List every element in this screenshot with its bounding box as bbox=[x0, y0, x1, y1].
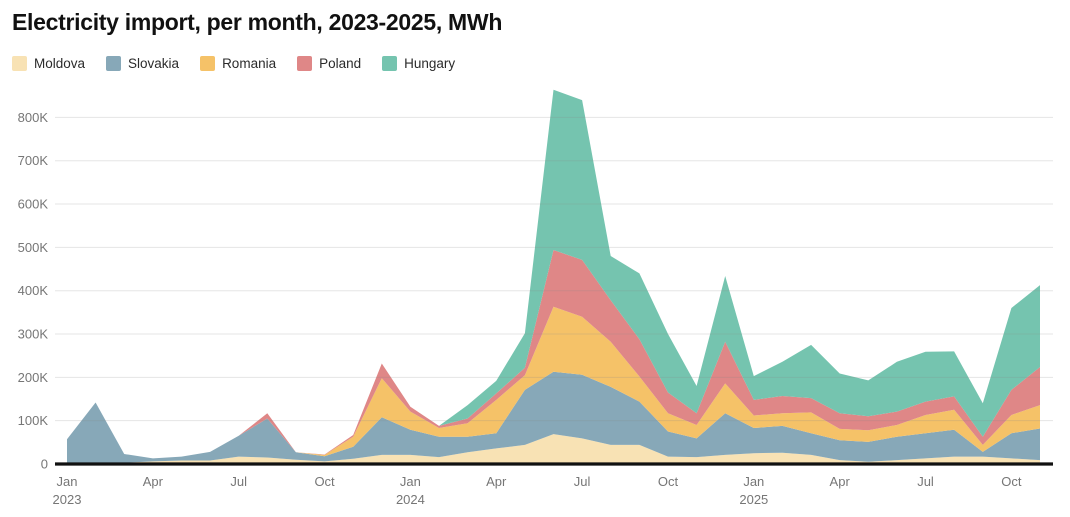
area-hungary[interactable] bbox=[67, 89, 1040, 459]
x-tick-label-jan-2025: Jan bbox=[743, 474, 764, 489]
area-slovakia[interactable] bbox=[67, 371, 1040, 464]
legend-swatch-poland bbox=[297, 56, 313, 71]
legend-item-slovakia: Slovakia bbox=[106, 56, 179, 71]
x-tick-label-oct: Oct bbox=[314, 474, 335, 489]
legend-swatch-slovakia bbox=[106, 56, 122, 71]
legend-label: Romania bbox=[222, 56, 277, 71]
y-tick-label-100K: 100K bbox=[18, 413, 49, 428]
y-tick-label-700K: 700K bbox=[18, 153, 49, 168]
y-tick-label-300K: 300K bbox=[18, 327, 49, 342]
chart-title: Electricity import, per month, 2023-2025… bbox=[12, 9, 503, 35]
area-poland[interactable] bbox=[67, 250, 1040, 459]
y-tick-label-800K: 800K bbox=[18, 110, 49, 125]
y-tick-label-500K: 500K bbox=[18, 240, 49, 255]
legend-label: Slovakia bbox=[128, 56, 180, 71]
y-tick-label-200K: 200K bbox=[18, 370, 49, 385]
x-tick-label-jul: Jul bbox=[574, 474, 591, 489]
area-romania[interactable] bbox=[67, 306, 1040, 459]
legend-item-hungary: Hungary bbox=[382, 56, 455, 71]
legend-swatch-hungary bbox=[382, 56, 398, 71]
x-tick-label-jul: Jul bbox=[917, 474, 934, 489]
legend-item-poland: Poland bbox=[297, 56, 361, 71]
legend-label: Hungary bbox=[404, 56, 456, 71]
x-tick-label-apr: Apr bbox=[830, 474, 851, 489]
x-axis-labels: Jan 2023 Apr Jul Oct Jan 2024 Apr Jul Oct Jan 2025 A… bbox=[53, 474, 1022, 507]
y-gridlines bbox=[55, 116, 1053, 466]
y-axis-labels: 0 100K 200K 300K 400K 500K 600K 700K 800K bbox=[18, 110, 49, 472]
y-tick-label-600K: 600K bbox=[18, 197, 49, 212]
legend-swatch-romania bbox=[200, 56, 216, 71]
x-tick-label-apr: Apr bbox=[486, 474, 507, 489]
legend-label: Moldova bbox=[34, 56, 86, 71]
x-tick-label-jan-2024: Jan bbox=[400, 474, 421, 489]
legend-label: Poland bbox=[319, 56, 362, 71]
x-tick-label-apr: Apr bbox=[143, 474, 164, 489]
y-tick-label-400K: 400K bbox=[18, 283, 49, 298]
chart-legend: Moldova Slovakia Romania Poland Hungary bbox=[12, 56, 455, 71]
legend-item-moldova: Moldova bbox=[12, 56, 85, 71]
x-year-label-2024: 2024 bbox=[396, 492, 425, 507]
area-moldova[interactable] bbox=[67, 434, 1040, 464]
x-year-label-2025: 2025 bbox=[739, 492, 768, 507]
x-tick-label-oct: Oct bbox=[658, 474, 679, 489]
chart-areas bbox=[67, 89, 1040, 464]
legend-swatch-moldova bbox=[12, 56, 27, 71]
x-tick-label-oct: Oct bbox=[1001, 474, 1022, 489]
legend-item-romania: Romania bbox=[200, 56, 276, 71]
x-year-label-2023: 2023 bbox=[53, 492, 82, 507]
y-tick-label-0: 0 bbox=[41, 457, 48, 472]
x-tick-label-jan-2023: Jan bbox=[57, 474, 78, 489]
x-tick-label-jul: Jul bbox=[230, 474, 247, 489]
